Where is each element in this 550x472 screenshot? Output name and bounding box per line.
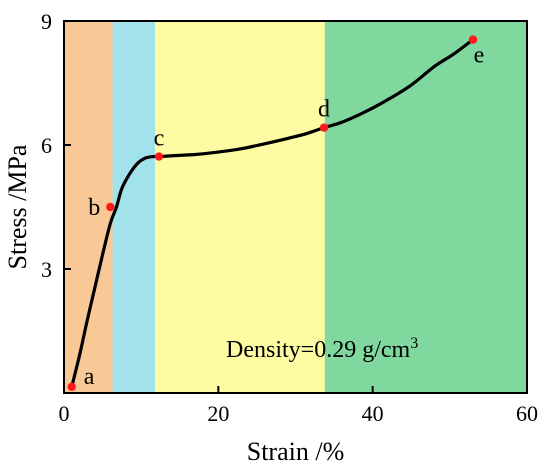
- point-label-e: e: [474, 43, 485, 69]
- x-tick-label-0: 0: [59, 401, 70, 426]
- region-2: [112, 21, 156, 393]
- x-axis-label: Strain /%: [247, 437, 345, 466]
- stress-curve-1: [70, 38, 475, 389]
- point-label-a: a: [84, 364, 95, 390]
- point-e: [468, 35, 478, 44]
- y-tick-label-6: 6: [41, 133, 52, 158]
- region-4: [324, 21, 527, 393]
- density-annotation-superscript: 3: [410, 335, 418, 352]
- x-tick-label-40: 40: [362, 401, 384, 426]
- density-annotation: Density=0.29 g/cm3: [226, 335, 418, 363]
- y-tick-label-9: 9: [41, 9, 52, 34]
- y-tick-label-3: 3: [41, 257, 52, 282]
- point-label-c: c: [154, 126, 165, 152]
- point-c: [154, 152, 164, 161]
- density-annotation-text: Density=0.29 g/cm: [226, 337, 411, 363]
- axis-ticks: 0 20 40 60 3 6 9: [41, 9, 538, 426]
- point-b: [106, 202, 115, 212]
- x-tick-label-60: 60: [516, 401, 538, 426]
- strain-regions: [64, 21, 527, 393]
- y-axis-label: Stress /MPa: [3, 144, 32, 269]
- region-1: [64, 21, 113, 393]
- region-3: [155, 21, 325, 393]
- point-d: [319, 123, 329, 132]
- point-label-d: d: [318, 97, 330, 123]
- plot-frame: [63, 20, 528, 394]
- stress-curve-layer: [70, 38, 475, 389]
- point-label-b: b: [88, 195, 100, 221]
- x-tick-label-20: 20: [207, 401, 229, 426]
- point-a: [67, 382, 76, 391]
- marked-points: a b c d e: [67, 35, 485, 391]
